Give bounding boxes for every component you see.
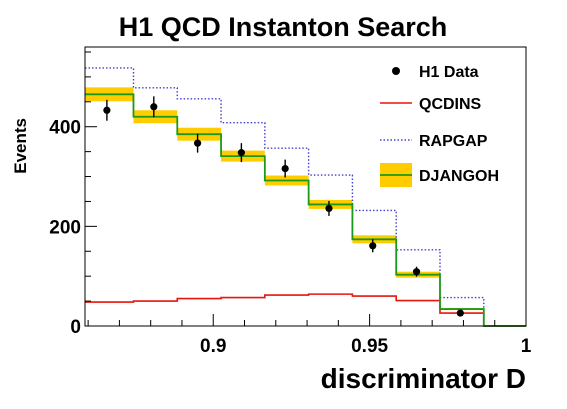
data-point: [281, 164, 289, 173]
legend-marker-h1-data: [392, 67, 400, 75]
data-point: [369, 242, 377, 250]
legend-label: H1 Data: [419, 64, 479, 81]
axes-layer: 0 200 400 0.9 0.95 1: [49, 51, 532, 357]
x-tick-label: 0.9: [200, 336, 226, 357]
data-point: [150, 103, 158, 111]
histogram-line-layer: [85, 67, 526, 327]
data-point: [103, 106, 111, 114]
chart-title: H1 QCD Instanton Search: [119, 12, 448, 42]
qcdins-line: [85, 293, 526, 327]
y-tick-label: 400: [49, 118, 81, 139]
data-point: [412, 268, 421, 276]
plot-frame: [84, 46, 527, 327]
data-point-layer: [103, 96, 464, 317]
legend: H1 Data QCDINS RAPGAP DJANGOH: [380, 64, 499, 187]
legend-label: QCDINS: [419, 96, 482, 113]
djangoh-line: [85, 93, 526, 327]
uncertainty-band-layer: [85, 87, 484, 311]
data-point: [325, 204, 333, 213]
legend-label: DJANGOH: [419, 168, 499, 185]
y-tick-label: 0: [70, 317, 81, 338]
legend-label: RAPGAP: [419, 133, 488, 150]
x-tick-label: 0.95: [351, 336, 388, 357]
x-axis-label: discriminator D: [321, 363, 526, 394]
x-tick-label: 1: [521, 336, 532, 357]
y-tick-label: 200: [49, 217, 81, 238]
data-point: [237, 149, 245, 157]
data-point: [193, 139, 202, 147]
data-point: [456, 309, 464, 317]
plot-frame-layer: [84, 46, 527, 327]
y-axis-label: Events: [11, 118, 30, 174]
